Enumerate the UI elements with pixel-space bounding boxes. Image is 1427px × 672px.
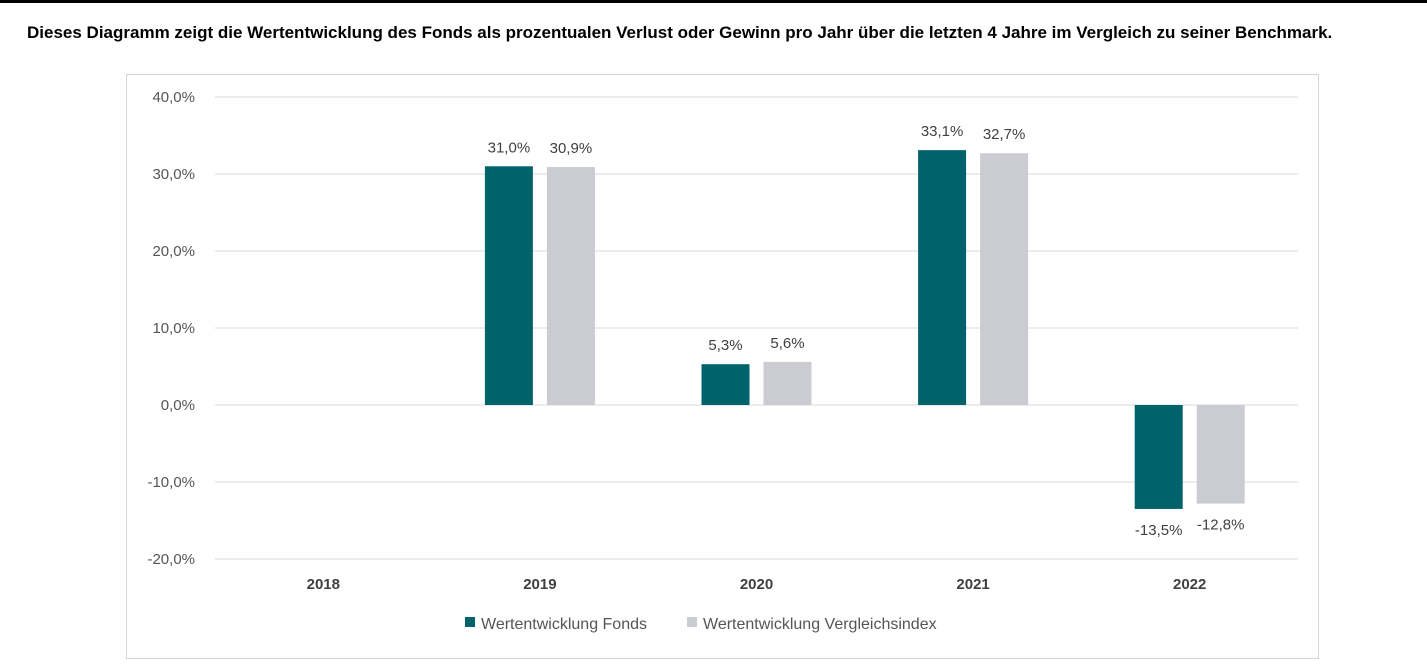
y-tick-label: 30,0% [152, 166, 195, 183]
data-label: -12,8% [1197, 517, 1245, 534]
bar-vergleichsindex [546, 167, 595, 405]
bar-vergleichsindex [980, 153, 1029, 405]
chart-frame: 40,0% 30,0% 20,0% 10,0% 0,0% -10,0% -20,0% 2018… [126, 74, 1319, 659]
x-category-label: 2018 [307, 576, 340, 593]
top-rule [0, 0, 1427, 3]
bar-fonds [1134, 405, 1183, 509]
data-label: 5,6% [770, 335, 804, 352]
legend-label: Wertentwicklung Vergleichsindex [703, 616, 937, 633]
bar-vergleichsindex [763, 361, 812, 405]
x-category-label: 2019 [523, 576, 556, 593]
data-label: 33,1% [921, 123, 964, 140]
bar-fonds [701, 364, 750, 405]
data-label: 31,0% [488, 139, 531, 156]
legend-swatch-fonds [465, 617, 475, 627]
data-label: -13,5% [1135, 522, 1183, 539]
data-label: 32,7% [983, 126, 1026, 143]
data-label: 30,9% [550, 140, 593, 157]
x-category-label: 2022 [1173, 576, 1206, 593]
x-category-label: 2020 [740, 576, 773, 593]
y-tick-label: 40,0% [152, 89, 195, 106]
y-tick-label: 0,0% [161, 397, 195, 414]
bar-fonds [484, 166, 533, 405]
bar-vergleichsindex [1196, 405, 1245, 504]
y-tick-label: -10,0% [147, 474, 195, 491]
data-label: 5,3% [708, 337, 742, 354]
x-category-label: 2021 [956, 576, 989, 593]
bar-fonds [918, 150, 967, 405]
bar-chart: 40,0% 30,0% 20,0% 10,0% 0,0% -10,0% -20,0% 2018… [147, 89, 1298, 633]
legend-swatch-vergleichsindex [687, 617, 697, 627]
y-tick-label: 20,0% [152, 243, 195, 260]
y-tick-label: 10,0% [152, 320, 195, 337]
page-heading: Dieses Diagramm zeigt die Wertentwicklun… [27, 23, 1333, 42]
y-tick-label: -20,0% [147, 551, 195, 568]
legend-label: Wertentwicklung Fonds [481, 616, 647, 633]
